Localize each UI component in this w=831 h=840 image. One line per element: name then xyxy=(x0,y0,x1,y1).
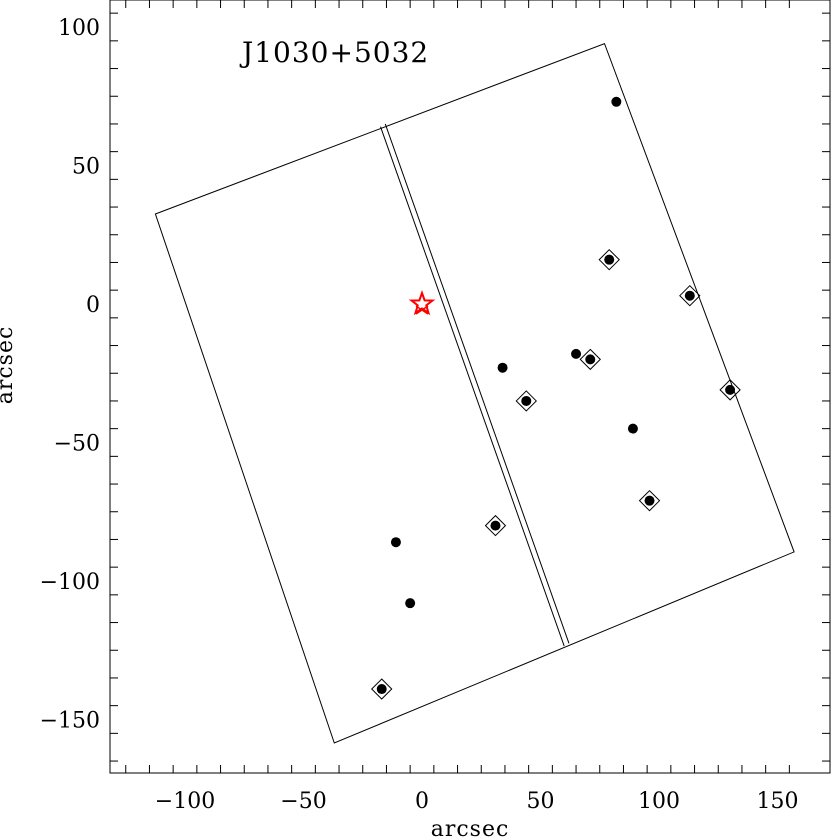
x-tick-label: 150 xyxy=(757,789,799,814)
diamond-marker xyxy=(598,248,620,271)
source-point xyxy=(497,362,508,373)
source-point xyxy=(585,354,596,365)
source-point xyxy=(725,384,736,395)
source-point xyxy=(390,537,401,548)
y-tick-label: −50 xyxy=(54,432,100,457)
axis-ticks xyxy=(110,0,830,773)
x-tick-label: −50 xyxy=(280,789,326,814)
x-tick-label: 50 xyxy=(527,789,555,814)
y-axis-title: arcsec xyxy=(0,326,18,405)
source-point xyxy=(405,598,416,609)
diamond-marker xyxy=(719,379,741,401)
y-tick-label: 0 xyxy=(86,293,100,318)
diamond-marker xyxy=(371,678,393,700)
target-star-cross xyxy=(415,305,429,315)
source-point xyxy=(627,423,638,434)
source-point xyxy=(376,684,387,695)
x-tick-label: 100 xyxy=(638,789,680,814)
diamond-marker xyxy=(679,284,701,307)
source-point xyxy=(571,348,582,359)
diamond-marker xyxy=(638,489,661,512)
x-tick-labels: −100 −50 0 50 100 150 xyxy=(155,789,799,814)
target-star xyxy=(408,290,436,316)
chip-gap-line xyxy=(380,126,565,647)
source-point xyxy=(644,495,655,506)
x-axis-title: arcsec xyxy=(431,817,510,840)
chart-title: J1030+5032 xyxy=(239,36,429,69)
diamond-marker xyxy=(579,348,601,371)
chip-gap-line xyxy=(384,123,570,644)
source-point xyxy=(684,290,695,301)
source-point xyxy=(521,395,532,406)
diamond-marker xyxy=(484,514,507,537)
y-tick-label: −100 xyxy=(40,570,100,595)
y-tick-label: 100 xyxy=(58,16,100,41)
x-tick-label: −100 xyxy=(155,789,215,814)
source-point xyxy=(611,96,622,107)
diamond-marker xyxy=(515,390,537,412)
field-outline-group xyxy=(154,42,795,744)
sources-group xyxy=(371,96,741,700)
source-point xyxy=(490,520,501,531)
plot-frame xyxy=(109,0,831,774)
x-tick-label: 0 xyxy=(415,789,429,814)
source-point xyxy=(604,254,615,265)
y-tick-labels: 100 50 0 −50 −100 −150 xyxy=(40,16,100,734)
field-outline xyxy=(154,42,795,744)
y-tick-label: 50 xyxy=(72,155,100,180)
y-tick-label: −150 xyxy=(40,709,100,734)
